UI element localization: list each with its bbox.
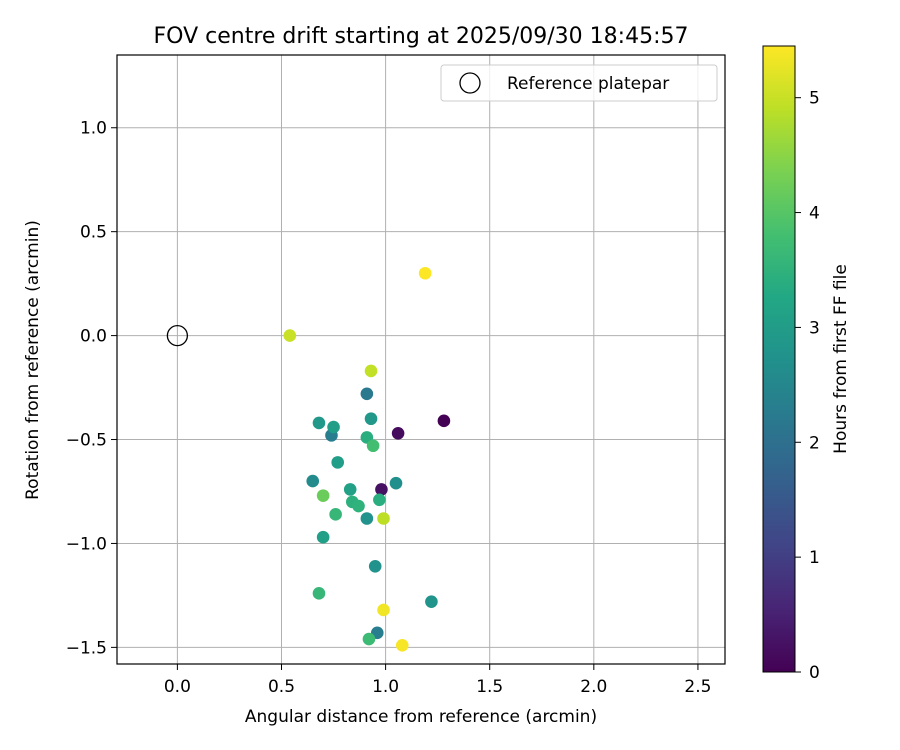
x-axis-ticks: 0.0 0.5 1.0 1.5 2.0 2.5 (164, 664, 711, 697)
legend-box (440, 64, 718, 102)
x-tick-label: 1.0 (372, 677, 399, 697)
plot-frame (116, 54, 726, 665)
data-points (283, 266, 451, 652)
y-tick-label: 1.0 (80, 119, 107, 139)
x-axis-label: Angular distance from reference (arcmin) (245, 707, 597, 727)
data-point (360, 512, 374, 525)
legend: Reference platepar (440, 64, 718, 102)
chart-title: FOV centre drift starting at 2025/09/30 … (154, 24, 689, 49)
data-point (377, 603, 390, 617)
data-point (331, 456, 345, 469)
data-point (283, 329, 297, 342)
y-tick-label: −1.0 (66, 534, 107, 554)
colorbar-tick-label: 0 (809, 663, 820, 683)
data-point (362, 632, 376, 646)
data-point (306, 474, 320, 488)
grid-lines (117, 55, 725, 664)
data-point (437, 414, 451, 428)
colorbar-label: Hours from first FF file (831, 264, 851, 454)
y-tick-label: 0.0 (80, 327, 107, 347)
x-tick-label: 0.0 (164, 677, 191, 697)
data-point (343, 483, 357, 496)
colorbar-tick-label: 5 (809, 89, 820, 109)
y-tick-label: 0.5 (80, 223, 107, 243)
y-tick-label: −0.5 (66, 431, 107, 451)
colorbar-ticks: 0 1 2 3 4 5 (795, 89, 820, 683)
data-point (395, 638, 409, 652)
colorbar-tick-label: 2 (809, 433, 820, 453)
colorbar-tick-label: 4 (809, 204, 820, 224)
data-point (389, 476, 403, 490)
x-tick-label: 0.5 (268, 677, 295, 697)
data-point (391, 426, 405, 440)
x-tick-label: 2.0 (580, 677, 607, 697)
legend-entry-label: Reference platepar (507, 74, 669, 94)
data-point (366, 439, 380, 453)
data-point (312, 587, 326, 600)
data-point (327, 420, 340, 434)
y-axis-label: Rotation from reference (arcmin) (23, 220, 43, 500)
colorbar-tick-label: 3 (809, 318, 820, 338)
data-point (360, 387, 374, 401)
data-point (373, 493, 386, 507)
colorbar: 0 1 2 3 4 5 Hours from first FF file (762, 45, 851, 683)
data-point (364, 364, 378, 378)
data-point (368, 560, 382, 573)
data-point (364, 412, 378, 426)
data-point (425, 595, 438, 608)
reference-point (166, 324, 189, 347)
reference-platepar-marker (166, 324, 189, 347)
y-tick-label: −1.5 (66, 638, 107, 658)
data-point (377, 512, 390, 525)
data-point (352, 499, 365, 513)
data-point (316, 530, 330, 544)
colorbar-tick-label: 1 (809, 548, 820, 568)
y-axis-ticks: −1.5 −1.0 −0.5 0.0 0.5 1.0 (66, 119, 117, 658)
legend-marker-icon (459, 72, 481, 94)
data-point (312, 416, 326, 430)
data-point (329, 508, 342, 521)
x-tick-label: 2.5 (684, 677, 711, 697)
data-point (418, 266, 432, 280)
data-point (375, 483, 388, 496)
x-tick-label: 1.5 (476, 677, 503, 697)
colorbar-gradient (762, 45, 796, 673)
data-point (316, 489, 330, 502)
